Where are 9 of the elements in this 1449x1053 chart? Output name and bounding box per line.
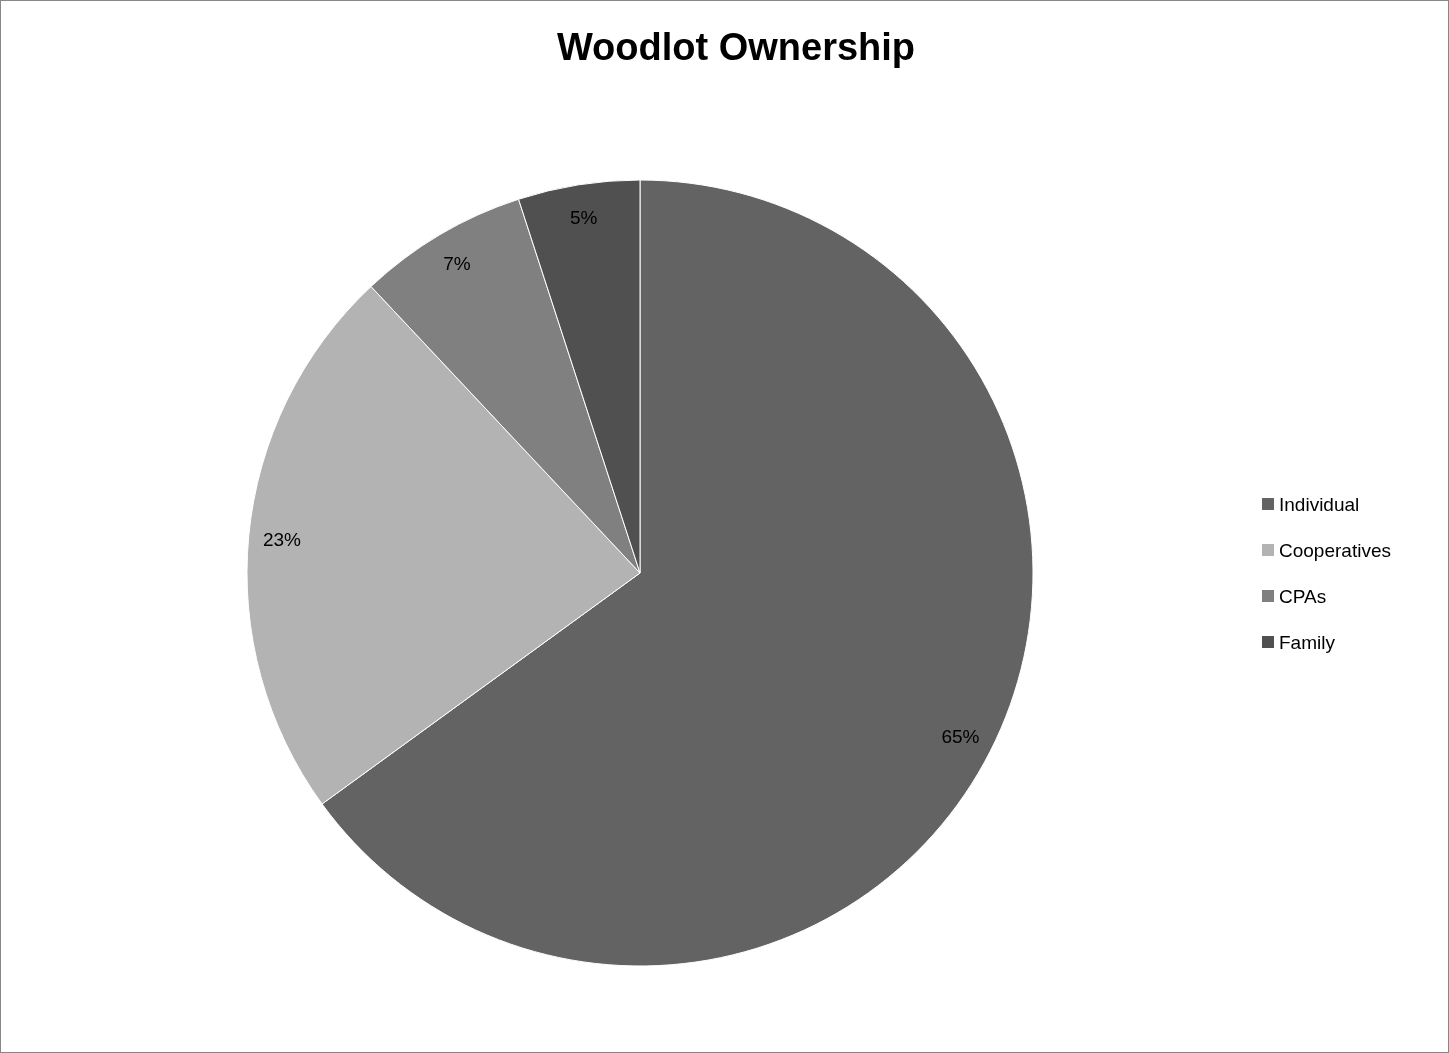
legend-label: Individual (1279, 493, 1360, 515)
data-label: 5% (570, 207, 598, 229)
data-label: 65% (941, 725, 980, 747)
legend-label: CPAs (1279, 585, 1327, 607)
legend-label: Family (1279, 631, 1336, 653)
data-label: 23% (262, 528, 302, 550)
data-label: 7% (443, 252, 471, 274)
legend-label: Cooperatives (1279, 539, 1391, 561)
chart-title: Woodlot Ownership (556, 26, 916, 68)
